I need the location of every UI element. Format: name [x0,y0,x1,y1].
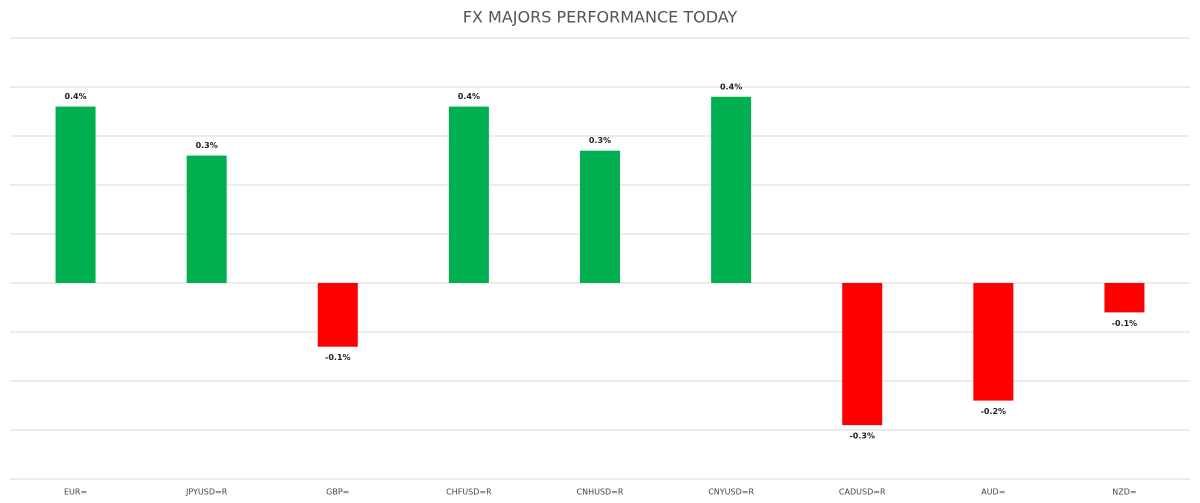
bar [842,283,883,426]
x-tick-label: JPYUSD=R [185,488,228,497]
value-label: 0.4% [64,92,86,101]
x-tick-label: GBP= [326,488,349,497]
chart-title: FX MAJORS PERFORMANCE TODAY [463,8,738,27]
x-tick-label: CNYUSD=R [708,488,754,497]
value-label: -0.3% [849,432,875,441]
bar [1104,283,1145,313]
bar [55,106,96,283]
value-label: -0.1% [325,353,351,362]
value-label: 0.3% [589,136,611,145]
value-label: 0.4% [720,82,742,91]
bar [186,155,227,283]
x-tick-label: CADUSD=R [839,488,886,497]
x-tick-label: CNHUSD=R [577,488,624,497]
x-tick-label: EUR= [64,488,87,497]
x-tick-label: NZD= [1112,488,1136,497]
bar [448,106,489,283]
x-tick-label: CHFUSD=R [446,488,492,497]
bar [973,283,1014,401]
value-label: -0.2% [981,407,1007,416]
bar [317,283,358,347]
x-tick-label: AUD= [981,488,1005,497]
bar [580,150,620,283]
value-label: 0.4% [458,92,480,101]
value-label: 0.3% [196,141,218,150]
value-label: -0.1% [1112,319,1138,328]
bar [711,96,752,283]
